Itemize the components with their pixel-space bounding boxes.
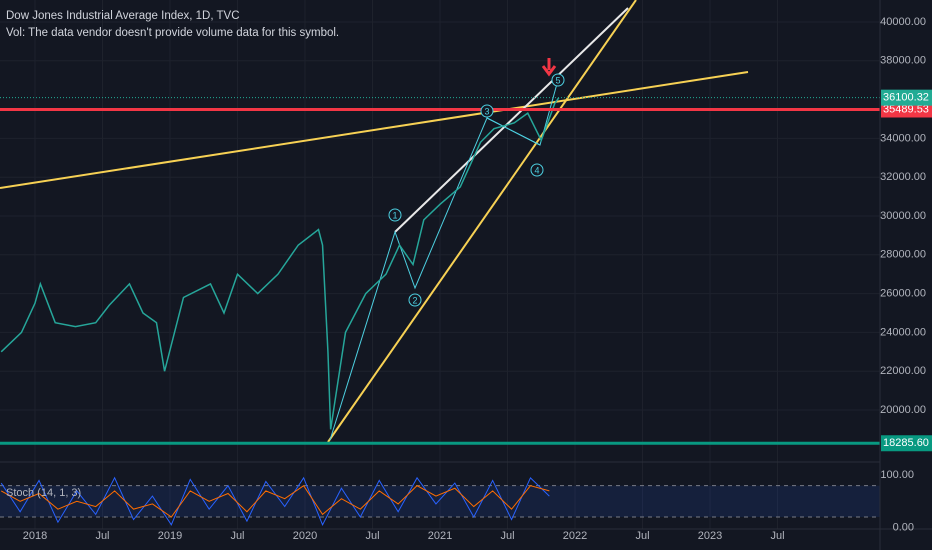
axes: 20000.00 22000.00 24000.00 26000.00 28000.00…: [23, 16, 932, 542]
x-tick-label: Jul: [635, 530, 649, 542]
plot: [0, 97, 880, 445]
price-line: [0, 97, 560, 430]
trend-line: [327, 0, 637, 443]
wave-circle: [530, 163, 544, 177]
stoch-tick-label: 100.00: [880, 469, 914, 481]
x-tick-label: 2022: [563, 530, 587, 542]
wave-circle: [408, 293, 422, 307]
wave-label: 4: [534, 165, 539, 175]
wave-labels: 1 2 3 4 5: [388, 73, 565, 307]
price-label-bg: [881, 89, 932, 106]
wave-circle: [480, 104, 494, 118]
stoch-band: [0, 485, 880, 517]
stoch-name: Stoch (14, 1, 3): [6, 487, 81, 499]
x-tick-label: 2021: [428, 530, 452, 542]
y-tick-label: 40000.00: [880, 16, 926, 28]
x-tick-label: Jul: [95, 530, 109, 542]
y-tick-label: 22000.00: [880, 365, 926, 377]
price-label: 18285.60: [883, 437, 929, 449]
price-axis: [880, 0, 932, 550]
subtitle: Vol: The data vendor doesn't provide vol…: [6, 27, 339, 39]
arrow: [541, 58, 557, 77]
wave-circle: [388, 208, 402, 222]
wave-label: 1: [392, 210, 397, 220]
y-tick-label: 32000.00: [880, 171, 926, 183]
wave-label: 5: [555, 75, 560, 85]
y-tick-label: 28000.00: [880, 249, 926, 261]
y-tick-label: 34000.00: [880, 132, 926, 144]
x-tick-label: Jul: [365, 530, 379, 542]
price-label: 36100.32: [883, 92, 929, 104]
x-tick-label: 2020: [293, 530, 317, 542]
chart-title: Dow Jones Industrial Average Index, 1D, …: [6, 10, 240, 22]
channel-line: [394, 7, 629, 233]
x-tick-label: 2023: [698, 530, 722, 542]
price-label-bg: [881, 435, 932, 452]
x-tick-label: 2018: [23, 530, 47, 542]
wave-line: [486, 117, 541, 146]
y-tick-label: 30000.00: [880, 210, 926, 222]
stoch-k: [0, 476, 550, 527]
y-tick-label: 26000.00: [880, 288, 926, 300]
y-tick-label: 24000.00: [880, 326, 926, 338]
wave-circle: [551, 73, 565, 87]
drawings: [0, 0, 749, 443]
y-tick-label: 38000.00: [880, 55, 926, 67]
stoch-tick-label: 0.00: [893, 521, 914, 533]
wave-label: 3: [484, 106, 489, 116]
trend-line: [0, 71, 749, 189]
grid: [0, 0, 880, 529]
wave-label: 2: [412, 295, 417, 305]
y-tick-label: 20000.00: [880, 404, 926, 416]
x-tick-label: Jul: [500, 530, 514, 542]
x-tick-label: 2019: [158, 530, 182, 542]
x-tick-label: Jul: [230, 530, 244, 542]
stoch-d: [0, 484, 550, 518]
stoch-pane: [0, 474, 884, 528]
price-label: 35489.53: [883, 103, 929, 115]
x-tick-label: Jul: [770, 530, 784, 542]
